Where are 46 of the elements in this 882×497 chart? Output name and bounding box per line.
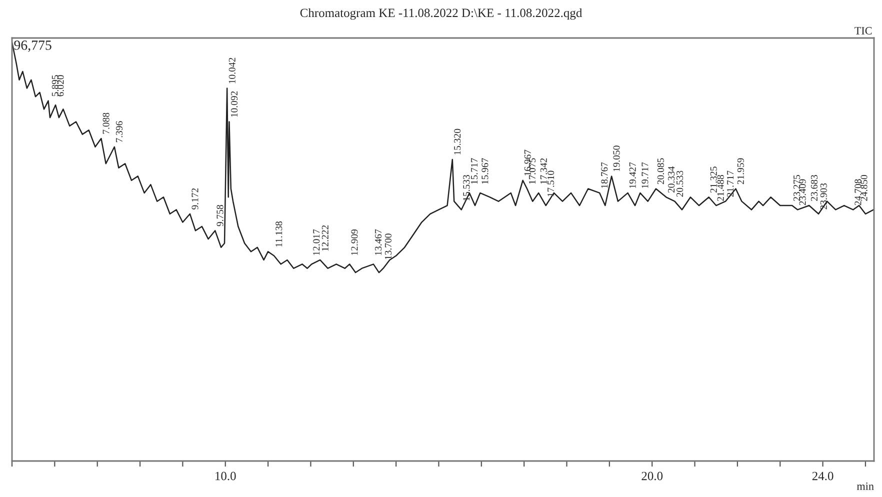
- annotation: 12.017: [313, 229, 320, 255]
- x-tick-label: 24.0: [812, 472, 834, 480]
- annotation: 20.085: [657, 158, 664, 184]
- annotation: 9.172: [192, 188, 198, 210]
- annotation: 21.959: [737, 158, 744, 184]
- x-tick-label: 10.0: [216, 472, 236, 480]
- annotation: 17.342: [540, 158, 547, 184]
- annotation: 7.088: [102, 112, 110, 134]
- annotation: 24.708: [854, 179, 862, 206]
- annotation: 23.903: [820, 183, 827, 210]
- annotation: 13.467: [375, 229, 382, 255]
- annotation: 16.967: [524, 150, 531, 176]
- annotation: 12.222: [322, 225, 328, 251]
- annotation: 18.767: [601, 162, 608, 188]
- chart-title: Chromatogram KE -11.08.2022 D:\KE - 11.08.2022.qgd: [300, 8, 582, 20]
- annotation: 10.092: [230, 91, 238, 117]
- annotation: 23.683: [810, 175, 818, 201]
- annotation: 5.895: [52, 75, 58, 96]
- annotation: 96,775: [14, 40, 52, 52]
- annotation: 17.075: [528, 158, 536, 184]
- annotation: 11.138: [276, 221, 282, 247]
- annotation: 12.909: [351, 229, 358, 255]
- annotation: 21.325: [710, 166, 717, 193]
- annotation: 21.488: [717, 174, 724, 201]
- annotation: 19.717: [642, 162, 648, 188]
- annotation: 10.042: [228, 58, 236, 84]
- annotation: 17.510: [548, 170, 554, 196]
- annotation: 21.717: [727, 170, 734, 197]
- x-axis-title: min: [856, 482, 874, 490]
- annotation: 23.409: [799, 179, 806, 206]
- text: TIC: [854, 27, 872, 34]
- annotation: 15.320: [454, 128, 461, 154]
- annotation: 15.533: [463, 175, 470, 201]
- annotation: 13.700: [384, 234, 392, 260]
- annotation: 20.533: [676, 170, 684, 197]
- annotation: 23.275: [794, 175, 800, 201]
- annotation: 7.396: [116, 121, 123, 142]
- x-tick-label: 20.0: [642, 472, 663, 480]
- annotation: 19.050: [613, 146, 620, 172]
- annotation: 19.427: [629, 162, 636, 188]
- annotation: 9.758: [216, 204, 224, 226]
- annotation: 15.717: [471, 158, 478, 184]
- annotation: 15.967: [482, 158, 488, 184]
- annotation: 6.020: [57, 75, 64, 96]
- annotation: 20.334: [668, 166, 675, 193]
- annotation: 24.850: [860, 174, 868, 201]
